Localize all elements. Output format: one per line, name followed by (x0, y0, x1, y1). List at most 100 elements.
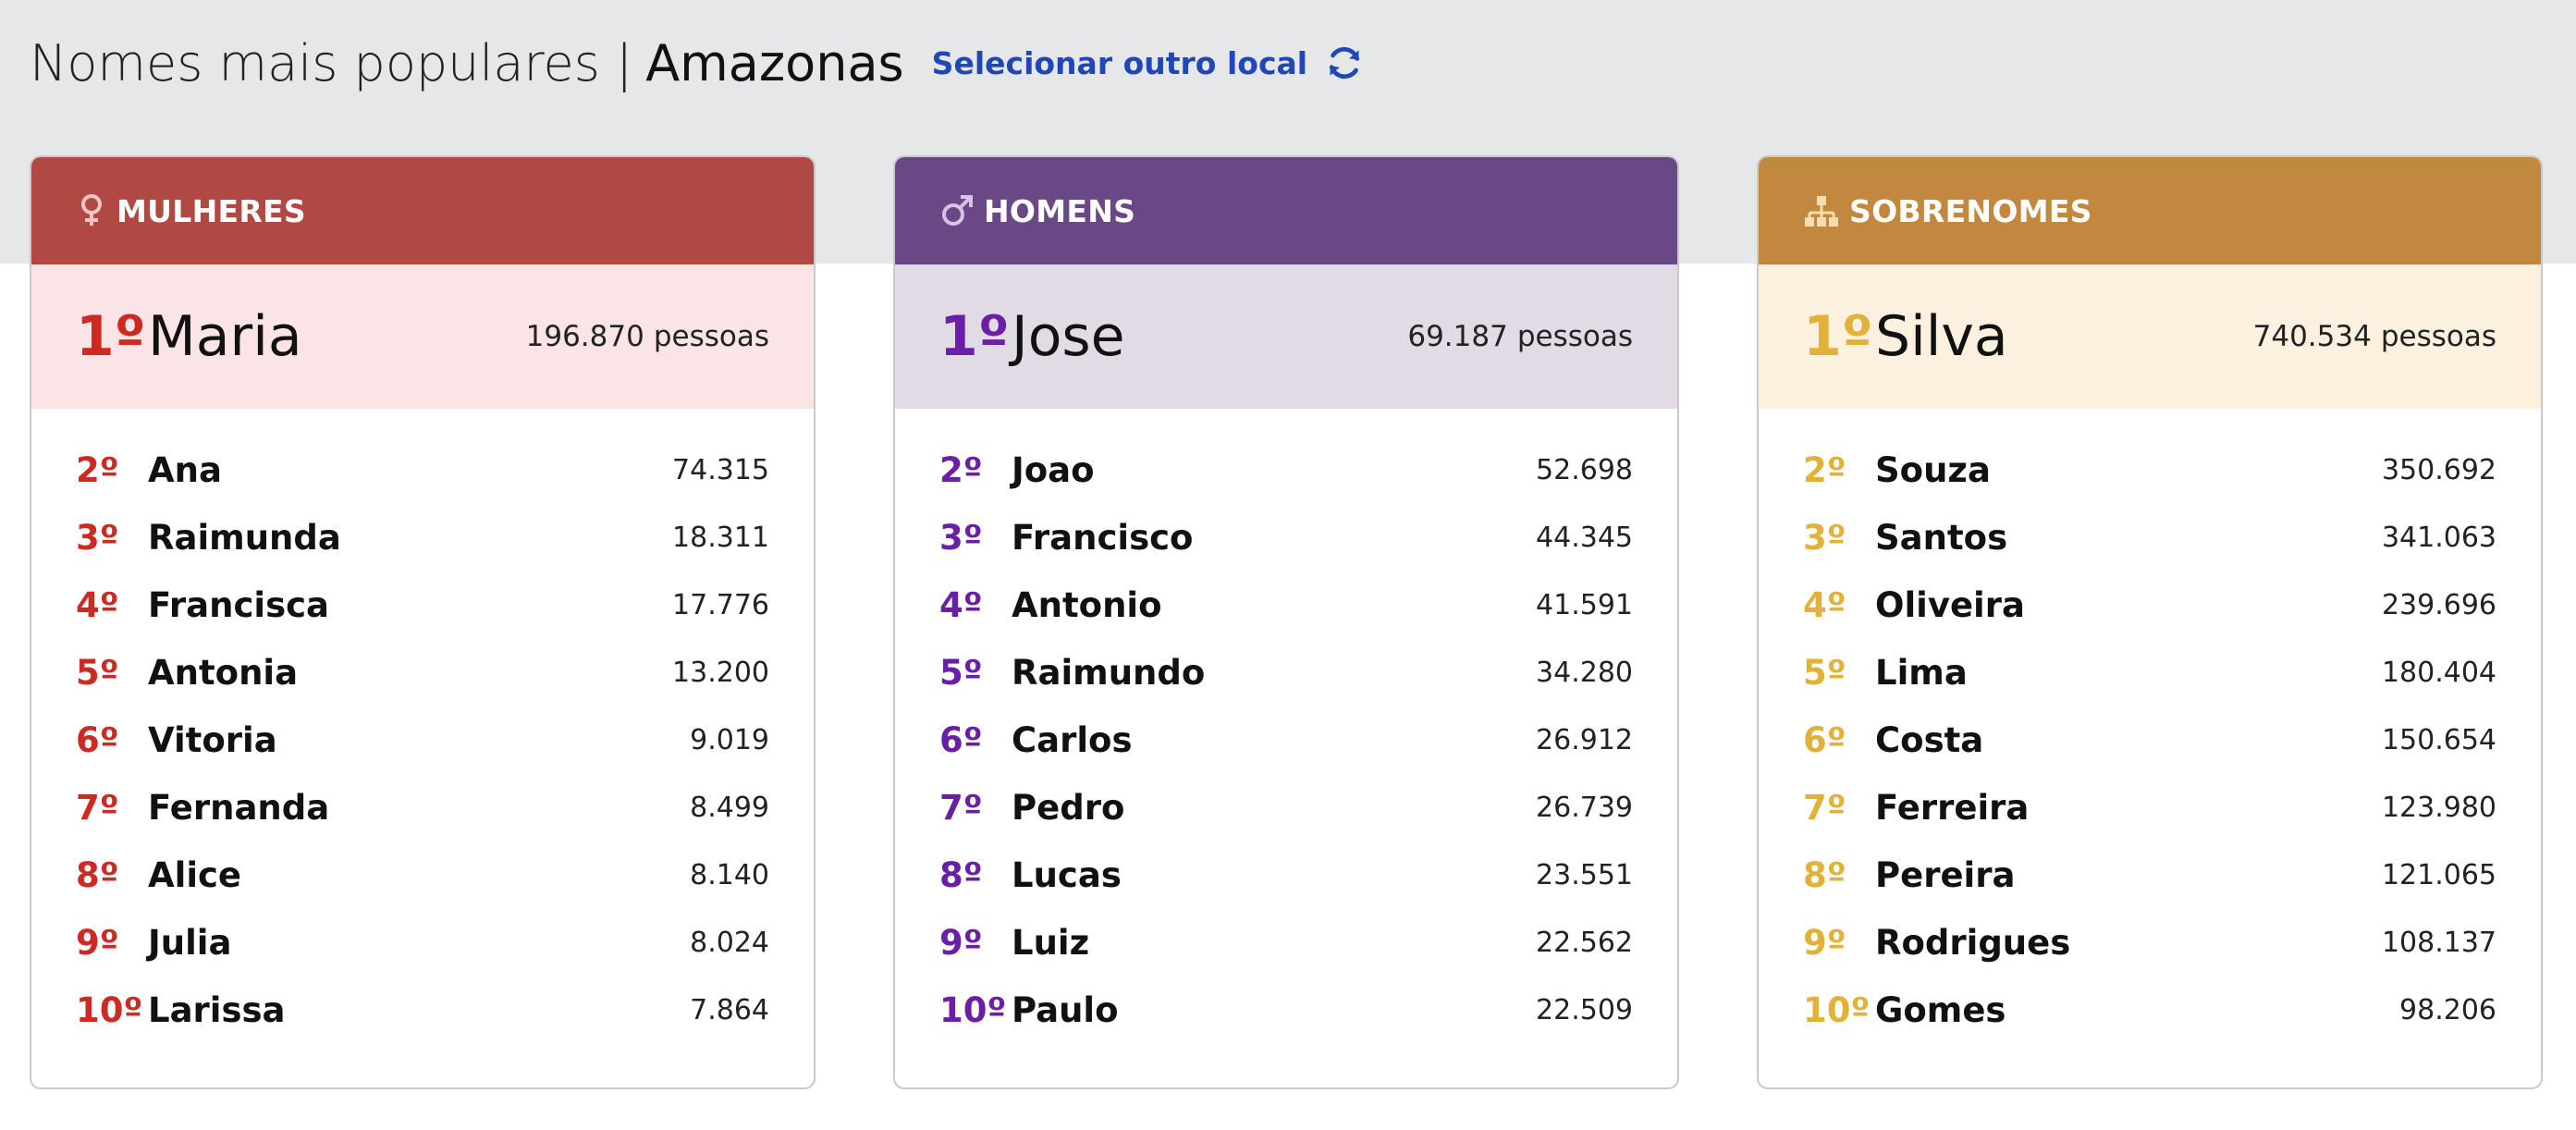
count: 180.404 (2381, 657, 2496, 689)
rank: 7º (1803, 788, 1846, 828)
list-item: 7º Pedro 26.739 (895, 774, 1677, 841)
name: Antonia (148, 653, 299, 693)
ranking-list: 2º Souza 350.692 3º Santos 341.063 4º Oliveir… (1759, 409, 2541, 1044)
count: 74.315 (672, 454, 769, 486)
count: 22.509 (1536, 994, 1633, 1026)
rank: 10º (939, 990, 1007, 1030)
family-tree-icon (1803, 192, 1840, 229)
top-count-unit: pessoas (1516, 320, 1633, 353)
name: Antonio (1012, 585, 1162, 625)
top-entry: 1º Jose 69.187 pessoas (895, 264, 1677, 409)
count: 13.200 (672, 657, 769, 689)
list-item: 5º Antonia 13.200 (31, 639, 814, 706)
list-item: 8º Lucas 23.551 (895, 841, 1677, 909)
rank: 9º (1803, 923, 1846, 963)
count: 17.776 (672, 589, 769, 621)
count: 23.551 (1536, 859, 1633, 891)
list-item: 2º Ana 74.315 (31, 436, 814, 504)
top-name: Jose (1012, 304, 1125, 369)
name: Larissa (148, 990, 286, 1030)
top-count-unit: pessoas (2380, 320, 2496, 353)
list-item: 6º Carlos 26.912 (895, 706, 1677, 774)
top-count: 196.870 pessoas (526, 320, 769, 353)
top-count-value: 69.187 (1407, 320, 1508, 353)
name: Oliveira (1875, 585, 2025, 625)
count: 123.980 (2381, 792, 2496, 824)
count: 98.206 (2399, 994, 2496, 1026)
list-item: 10º Larissa 7.864 (31, 976, 814, 1044)
top-rank: 1º (939, 304, 1010, 369)
rank: 6º (1803, 720, 1846, 760)
page-header: Nomes mais populares | Amazonas Selecion… (30, 26, 1365, 100)
rank: 5º (939, 653, 983, 693)
list-item: 7º Fernanda 8.499 (31, 774, 814, 841)
male-icon (939, 192, 975, 229)
rank: 2º (76, 450, 119, 490)
name: Francisco (1012, 518, 1194, 558)
top-count-unit: pessoas (653, 320, 769, 353)
ranking-list: 2º Ana 74.315 3º Raimunda 18.311 4º Francisca… (31, 409, 814, 1044)
rank: 2º (939, 450, 983, 490)
rank: 2º (1803, 450, 1846, 490)
top-name: Maria (148, 304, 302, 369)
name: Francisca (148, 585, 330, 625)
name: Gomes (1875, 990, 2006, 1030)
top-rank: 1º (1803, 304, 1873, 369)
name: Lima (1875, 653, 1968, 693)
list-item: 5º Lima 180.404 (1759, 639, 2541, 706)
ranking-list: 2º Joao 52.698 3º Francisco 44.345 4º Antonio… (895, 409, 1677, 1044)
card-header: SOBRENOMES (1759, 157, 2541, 264)
list-item: 2º Souza 350.692 (1759, 436, 2541, 504)
count: 44.345 (1536, 522, 1633, 554)
top-count-value: 196.870 (525, 320, 644, 353)
top-count: 740.534 pessoas (2253, 320, 2496, 353)
name: Paulo (1012, 990, 1119, 1030)
rank: 9º (939, 923, 983, 963)
count: 8.140 (690, 859, 769, 891)
top-name: Silva (1875, 304, 2008, 369)
name: Vitoria (148, 720, 277, 760)
rank: 5º (76, 653, 119, 693)
name: Rodrigues (1875, 923, 2071, 963)
list-item: 9º Rodrigues 108.137 (1759, 909, 2541, 976)
change-location-link[interactable]: Selecionar outro local (931, 44, 1308, 81)
list-item: 6º Vitoria 9.019 (31, 706, 814, 774)
count: 239.696 (2381, 589, 2496, 621)
female-icon (76, 192, 107, 229)
count: 350.692 (2381, 454, 2496, 486)
list-item: 6º Costa 150.654 (1759, 706, 2541, 774)
card-title: HOMENS (984, 192, 1136, 229)
count: 8.499 (690, 792, 769, 824)
rank: 7º (939, 788, 983, 828)
refresh-icon[interactable] (1324, 43, 1365, 83)
name: Luiz (1012, 923, 1090, 963)
name: Raimunda (148, 518, 341, 558)
name: Souza (1875, 450, 1991, 490)
list-item: 3º Santos 341.063 (1759, 504, 2541, 571)
list-item: 8º Pereira 121.065 (1759, 841, 2541, 909)
card-surnames: SOBRENOMES 1º Silva 740.534 pessoas 2º Sou… (1757, 155, 2543, 1089)
count: 22.562 (1536, 927, 1633, 959)
list-item: 10º Paulo 22.509 (895, 976, 1677, 1044)
list-item: 9º Julia 8.024 (31, 909, 814, 976)
name: Costa (1875, 720, 1984, 760)
list-item: 9º Luiz 22.562 (895, 909, 1677, 976)
name: Ferreira (1875, 788, 2030, 828)
card-title: SOBRENOMES (1849, 192, 2092, 229)
count: 52.698 (1536, 454, 1633, 486)
page-title: Nomes mais populares | (30, 33, 633, 92)
rank: 4º (939, 585, 983, 625)
list-item: 7º Ferreira 123.980 (1759, 774, 2541, 841)
name: Fernanda (148, 788, 330, 828)
rank: 9º (76, 923, 119, 963)
card-header: MULHERES (31, 157, 814, 264)
rank: 6º (939, 720, 983, 760)
card-men: HOMENS 1º Jose 69.187 pessoas 2º Joao 52.69… (893, 155, 1679, 1089)
count: 34.280 (1536, 657, 1633, 689)
list-item: 3º Raimunda 18.311 (31, 504, 814, 571)
name: Pedro (1012, 788, 1125, 828)
rank: 8º (76, 855, 119, 895)
rank: 3º (1803, 518, 1846, 558)
name: Alice (148, 855, 242, 895)
rank: 3º (939, 518, 983, 558)
